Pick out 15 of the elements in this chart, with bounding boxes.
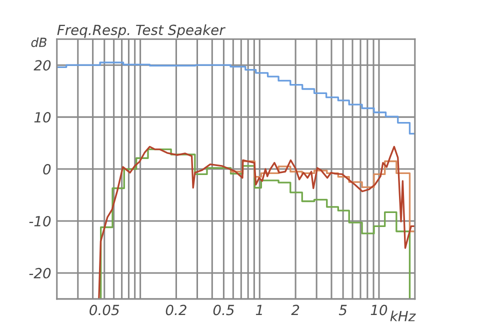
x-tick-label: 5 (338, 304, 347, 316)
y-axis-title: dB (31, 37, 46, 48)
x-tick-label: 0.5 (213, 304, 234, 316)
x-tick-label: 1 (256, 304, 262, 316)
x-tick-label: 2 (291, 304, 300, 316)
y-tick-label: 20 (34, 60, 51, 71)
y-tick-label: 0 (43, 164, 51, 175)
x-tick-label: 10 (370, 304, 388, 316)
y-tick-label: 10 (34, 112, 51, 123)
y-tick-label: -20 (29, 268, 51, 278)
x-axis-title: kHz (390, 310, 416, 322)
x-tick-label: 0.2 (166, 304, 186, 316)
x-tick-label: 0.05 (90, 304, 120, 316)
chart-title: Freq.Resp. Test Speaker (57, 24, 226, 38)
y-tick-label: -10 (29, 216, 51, 226)
